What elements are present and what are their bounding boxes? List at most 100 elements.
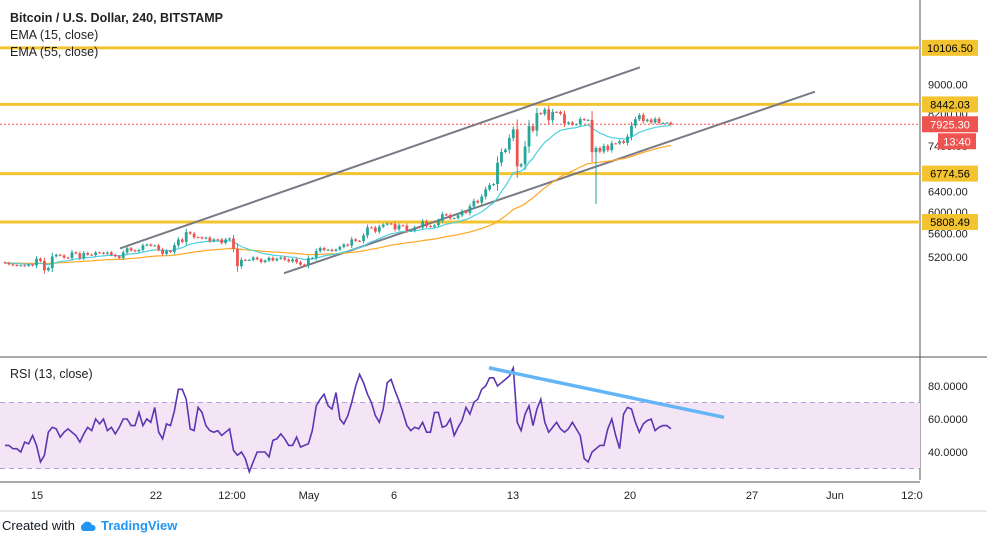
candle-body — [452, 218, 456, 220]
candle-body — [346, 244, 350, 246]
candle-body — [212, 239, 216, 242]
candle-body — [54, 254, 58, 257]
candle-body — [397, 225, 401, 230]
level-price-label: 8442.03 — [930, 99, 970, 111]
tradingview-brand[interactable]: TradingView — [100, 518, 178, 533]
candle-body — [551, 111, 555, 121]
candle-body — [507, 138, 511, 150]
candle-body — [204, 237, 208, 239]
candle-body — [236, 248, 239, 267]
candle-body — [630, 125, 633, 137]
candle-body — [50, 256, 54, 269]
candle-body — [149, 244, 153, 246]
time-axis-ticks: 15 22 12:00 May 6 13 20 27 Jun 12:0 — [31, 490, 923, 502]
candle-body — [531, 126, 535, 131]
last-price-label-bg — [922, 116, 978, 133]
candle-body — [259, 259, 263, 263]
footer: Created with TradingView — [2, 518, 177, 533]
time-tick-label: 12:0 — [901, 490, 922, 502]
channel-upper-line — [119, 66, 641, 250]
candle-body — [401, 225, 405, 227]
candle-body — [3, 262, 7, 264]
candle-body — [618, 141, 622, 144]
candle-body — [247, 259, 251, 261]
candle-body — [169, 250, 172, 252]
created-with-text: Created with — [2, 518, 75, 533]
candle-body — [141, 245, 145, 250]
candle-body — [74, 252, 78, 254]
candle-body — [161, 249, 164, 254]
candle-body — [180, 239, 184, 242]
level-price-label: 10106.50 — [927, 43, 973, 55]
candle-body — [176, 239, 180, 246]
candle-body — [98, 252, 101, 254]
candle-body — [90, 254, 94, 256]
candle-body — [622, 141, 625, 143]
candle-body — [649, 119, 653, 123]
rsi-tick-label: 40.0000 — [928, 447, 968, 459]
price-tick-label: 5200.00 — [928, 252, 968, 264]
candle-body — [291, 259, 295, 262]
candle-body — [665, 122, 669, 124]
candle-body — [46, 268, 50, 271]
candle-body — [133, 250, 137, 252]
candle-body — [523, 146, 527, 165]
candle-body — [303, 264, 306, 266]
candle-body — [287, 259, 291, 262]
candle-body — [86, 253, 90, 255]
candle-body — [283, 257, 287, 260]
candle-body — [255, 257, 259, 260]
candle-body — [559, 111, 562, 114]
candle-body — [27, 264, 31, 266]
candle-body — [322, 248, 326, 251]
candle-body — [362, 235, 365, 242]
rsi-path — [5, 364, 672, 475]
candle-body — [109, 252, 113, 255]
candle-body — [196, 237, 200, 239]
candle-body — [19, 265, 23, 267]
candle-body — [310, 257, 314, 259]
channel-lower-line — [283, 90, 816, 275]
level-price-label-bg — [922, 39, 978, 56]
candle-body — [480, 196, 484, 203]
horizontal-levels[interactable] — [0, 46, 920, 224]
candle-body — [224, 239, 228, 243]
candle-body — [476, 200, 480, 203]
candle-body — [299, 262, 302, 265]
candle-body — [409, 230, 413, 232]
candle-body — [39, 258, 42, 261]
candle-body — [11, 264, 15, 266]
price-channel[interactable] — [119, 66, 816, 275]
candle-body — [539, 113, 543, 115]
candle-body — [295, 259, 298, 263]
time-tick-label: 6 — [391, 490, 397, 502]
candle-body — [570, 122, 574, 125]
candle-body — [381, 224, 385, 227]
candle-body — [456, 215, 460, 219]
candle-body — [314, 251, 318, 258]
candle-body — [102, 252, 105, 254]
candle-body — [145, 244, 149, 246]
candles — [3, 105, 673, 274]
candle-body — [515, 129, 519, 167]
candle-body — [318, 248, 322, 252]
rsi-line — [5, 364, 725, 475]
candle-body — [413, 227, 417, 231]
time-tick-label: May — [299, 490, 320, 502]
candle-body — [208, 237, 212, 242]
candle-body — [653, 118, 657, 123]
candle-body — [70, 252, 74, 259]
candle-body — [555, 111, 558, 113]
candle-body — [354, 239, 358, 241]
candle-body — [184, 232, 188, 242]
candle-body — [421, 221, 425, 228]
candle-body — [563, 113, 566, 124]
candle-body — [220, 239, 224, 243]
time-tick-label: 13 — [507, 490, 519, 502]
candle-body — [232, 238, 235, 249]
price-tick-label: 5600.00 — [928, 228, 968, 240]
candle-body — [500, 152, 503, 163]
candle-body — [334, 249, 338, 251]
candle-body — [614, 143, 618, 145]
